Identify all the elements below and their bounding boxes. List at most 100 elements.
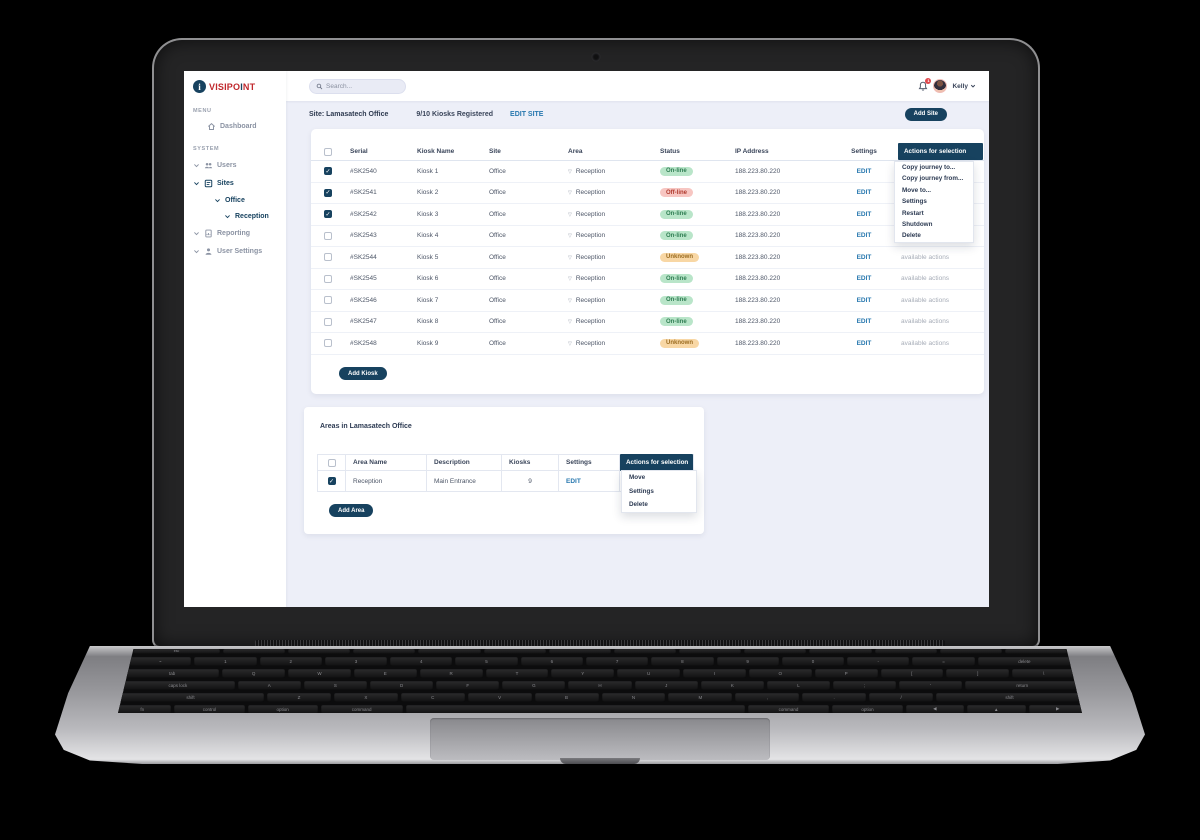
status-badge: On-line [660, 295, 693, 305]
keyboard-key: tab [125, 668, 220, 678]
keyboard-key [613, 649, 677, 654]
sidebar-item-reception[interactable]: Reception [224, 213, 286, 220]
actions-menu-item[interactable]: Move [629, 474, 646, 481]
chevron-down-icon [193, 162, 200, 169]
area-expand-icon[interactable]: ▽ [568, 190, 572, 197]
edit-link[interactable]: EDIT [856, 167, 872, 175]
keyboard-key: shift [118, 692, 264, 702]
edit-link[interactable]: EDIT [856, 318, 872, 326]
sidebar-item-dashboard[interactable]: Dashboard [207, 122, 286, 131]
ip-cell: 188.223.80.220 [735, 232, 781, 240]
sidebar-item-user-settings[interactable]: User Settings [193, 247, 286, 256]
add-kiosk-button[interactable]: Add Kiosk [339, 367, 387, 380]
actions-menu-item[interactable]: Copy journey from... [902, 175, 964, 183]
actions-menu-item[interactable]: Settings [902, 198, 927, 206]
checkbox-cell [324, 253, 350, 262]
areas-select-all-checkbox[interactable] [327, 458, 336, 467]
sidebar-item-office[interactable]: Office [214, 197, 286, 204]
keyboard-key: 7 [585, 656, 649, 666]
search-input[interactable] [326, 82, 401, 90]
area-expand-icon[interactable]: ▽ [568, 276, 572, 283]
sidebar-item-reporting[interactable]: Reporting [193, 229, 286, 238]
row-checkbox[interactable] [324, 339, 332, 348]
notification-bell-icon[interactable]: 1 [918, 77, 932, 92]
actions-menu-item[interactable]: Delete [902, 232, 921, 240]
actions-cell: available actions [898, 318, 984, 325]
row-checkbox[interactable] [324, 296, 332, 305]
status-badge: On-line [660, 274, 693, 284]
keyboard-row: caps lock A S D F G H J K L; ' return [121, 680, 1080, 690]
areas-table: Area Name Description Kiosks Settings Ac… [317, 454, 694, 492]
laptop-keyboard: esc ~1 2 3 4 5 6 7 8 9 0- = delete tab Q W E R T Y U I O P[] \ ca… [118, 649, 1082, 713]
sidebar-item-sites[interactable]: Sites [193, 179, 286, 188]
row-checkbox[interactable]: ✓ [324, 188, 332, 197]
kiosk-actions-dropdown-button[interactable]: Actions for selection [898, 143, 983, 160]
add-site-button[interactable]: Add Site [904, 107, 947, 121]
edit-link[interactable]: EDIT [856, 210, 872, 218]
keyboard-key [418, 649, 481, 654]
status-badge: On-line [660, 317, 693, 327]
kiosk-table-row: ✓ #SK2540 Kiosk 1 Office ▽ Reception On-line 18… [311, 161, 984, 183]
keyboard-key [223, 649, 286, 654]
col-area-settings: Settings [559, 455, 620, 470]
kiosk-table-row: #SK2545 Kiosk 6 Office ▽ Reception On-line 188… [311, 269, 984, 290]
serial-cell: #SK2546 [350, 296, 377, 304]
laptop-trackpad [430, 718, 770, 760]
settings-cell: EDIT [830, 318, 898, 325]
area-expand-icon[interactable]: ▽ [568, 319, 572, 326]
search-box[interactable] [309, 78, 406, 94]
available-actions-label: available actions [901, 318, 950, 326]
area-expand-icon[interactable]: ▽ [568, 168, 572, 175]
area-expand-icon[interactable]: ▽ [568, 297, 572, 304]
site-cell: Office [489, 275, 506, 283]
serial-cell: #SK2540 [350, 167, 377, 175]
checkbox-cell [324, 231, 350, 240]
area-label: Reception [575, 318, 606, 326]
area-expand-icon[interactable]: ▽ [568, 340, 572, 347]
edit-link[interactable]: EDIT [856, 275, 872, 283]
keyboard-key: command [320, 704, 403, 713]
row-checkbox[interactable]: ✓ [327, 477, 336, 485]
sidebar-item-users[interactable]: Users [193, 161, 286, 170]
keyboard-key: 4 [390, 656, 453, 666]
avatar[interactable] [933, 79, 948, 93]
row-checkbox[interactable] [324, 231, 332, 240]
available-actions-label: available actions [901, 253, 950, 261]
actions-menu-item[interactable]: Move to... [902, 186, 932, 194]
keyboard-key: K [700, 680, 764, 690]
brand-logo[interactable]: i VISIPOINT [193, 80, 286, 93]
actions-menu-item[interactable]: Restart [902, 209, 924, 217]
areas-actions-dropdown-button[interactable]: Actions for selection [620, 454, 693, 471]
actions-menu-item[interactable]: Shutdown [902, 221, 933, 229]
row-checkbox[interactable]: ✓ [324, 210, 332, 219]
add-area-button[interactable]: Add Area [329, 504, 374, 517]
area-expand-icon[interactable]: ▽ [568, 254, 572, 261]
area-expand-icon[interactable]: ▽ [568, 233, 572, 240]
area-label: Reception [575, 339, 606, 347]
edit-link[interactable]: EDIT [566, 477, 581, 485]
actions-menu-item[interactable]: Delete [629, 501, 648, 508]
edit-site-link[interactable]: EDIT SITE [510, 110, 544, 118]
col-ip: IP Address [735, 148, 769, 155]
ip-cell: 188.223.80.220 [735, 275, 781, 283]
user-menu[interactable]: Kelly [952, 83, 976, 90]
keyboard-key: L [766, 680, 831, 690]
keyboard-key: W [288, 668, 351, 678]
row-checkbox[interactable] [324, 317, 332, 326]
select-all-checkbox[interactable] [324, 147, 332, 156]
edit-link[interactable]: EDIT [856, 232, 872, 240]
row-checkbox[interactable]: ✓ [324, 167, 332, 176]
edit-link[interactable]: EDIT [856, 189, 872, 197]
actions-menu-item[interactable]: Settings [629, 487, 654, 495]
keyboard-key: = [912, 656, 975, 666]
row-checkbox[interactable] [324, 274, 332, 283]
area-expand-icon[interactable]: ▽ [568, 211, 572, 218]
keyboard-key: J [634, 680, 698, 690]
edit-link[interactable]: EDIT [856, 339, 872, 347]
edit-link[interactable]: EDIT [856, 253, 872, 261]
actions-menu-item[interactable]: Copy journey to... [902, 164, 956, 171]
site-title: Site: Lamasatech Office [309, 110, 389, 118]
edit-link[interactable]: EDIT [856, 296, 872, 304]
chevron-down-icon [224, 213, 231, 220]
row-checkbox[interactable] [324, 253, 332, 262]
